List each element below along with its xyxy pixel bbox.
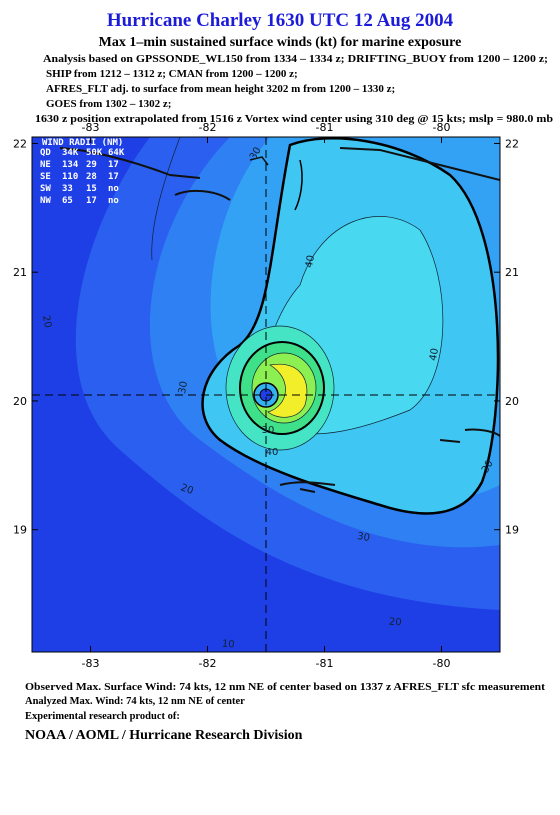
contour-label: 30 <box>177 380 190 394</box>
wind-radii-cell: 33 <box>62 184 73 194</box>
header-line: Analysis based on GPSSONDE_WL150 from 13… <box>43 53 548 65</box>
wind-radii-table: QD 34K 50K 64K NE 134 29 17 SE 110 28 17 SW 33 15 no NW 6… <box>40 148 125 206</box>
wind-radii-cell: no <box>108 196 119 206</box>
contour-label: 40 <box>428 347 441 361</box>
wind-radii-cell: 17 <box>86 196 97 206</box>
wind-radii-cell: NE <box>40 160 51 170</box>
x-tick-label: -80 <box>433 657 451 670</box>
wind-radii-cell: 29 <box>86 160 97 170</box>
contour-label: 20 <box>40 314 53 328</box>
y-tick-label: 19 <box>505 524 519 537</box>
wind-radii-cell: no <box>108 184 119 194</box>
y-tick-label: 22 <box>505 137 519 150</box>
footer-line: Observed Max. Surface Wind: 74 kts, 12 n… <box>25 682 546 693</box>
y-tick-label: 20 <box>13 395 27 408</box>
contour-label: 30 <box>356 531 370 544</box>
x-tick-label: -82 <box>199 657 217 670</box>
x-tick-label: -83 <box>82 657 100 670</box>
title: Hurricane Charley 1630 UTC 12 Aug 2004 <box>107 10 454 31</box>
x-tick-label: -83 <box>82 121 100 134</box>
wind-radii-header: 34K <box>62 148 79 158</box>
wind-radii-cell: 28 <box>86 172 97 182</box>
wind-radii-header: 50K <box>86 148 103 158</box>
x-tick-label: -81 <box>316 121 334 134</box>
header-line: AFRES_FLT adj. to surface from mean heig… <box>46 83 395 95</box>
x-tick-label: -80 <box>433 121 451 134</box>
contour-label: 10 <box>221 638 235 650</box>
contour-label: 20 <box>179 482 195 497</box>
wind-radii-cell: NW <box>40 196 51 206</box>
y-tick-label: 21 <box>505 266 519 279</box>
wind-radii-cell: 15 <box>86 184 97 194</box>
contour-label: 30 <box>262 425 275 436</box>
map-frame <box>31 136 501 653</box>
wind-radii-cell: 65 <box>62 196 73 206</box>
footer-line: Experimental research product of: <box>25 711 180 722</box>
contour-label: 40 <box>266 447 279 458</box>
wind-radii-cell: SE <box>40 172 51 182</box>
x-tick-label: -82 <box>199 121 217 134</box>
x-tick-label: -81 <box>316 657 334 670</box>
wind-radii-cell: 134 <box>62 160 79 170</box>
wind-radii-cell: SW <box>40 184 51 194</box>
wind-radii-cell: 110 <box>62 172 78 182</box>
wind-radii-cell: 17 <box>108 160 119 170</box>
header-line: SHIP from 1212 – 1312 z; CMAN from 1200 … <box>46 68 298 80</box>
header-line: 1630 z position extrapolated from 1516 z… <box>35 113 553 125</box>
y-tick-label: 21 <box>13 266 27 279</box>
credit: NOAA / AOML / Hurricane Research Divisio… <box>25 728 303 743</box>
wind-radii-cell: 17 <box>108 172 119 182</box>
header-line: GOES from 1302 – 1302 z; <box>46 98 171 110</box>
contour-label: 20 <box>388 616 402 628</box>
contour-label: 40 <box>304 254 317 268</box>
y-tick-label: 22 <box>13 137 27 150</box>
wind-radii-header: 64K <box>108 148 125 158</box>
wind-field <box>32 137 500 652</box>
wind-radii-header: QD <box>40 148 51 158</box>
y-tick-label: 20 <box>505 395 519 408</box>
subtitle: Max 1–min sustained surface winds (kt) f… <box>99 35 462 50</box>
y-tick-label: 19 <box>13 524 27 537</box>
footer-line: Analyzed Max. Wind: 74 kts, 12 nm NE of … <box>25 696 245 707</box>
wind-radii-title: WIND RADII (NM) <box>42 138 123 148</box>
